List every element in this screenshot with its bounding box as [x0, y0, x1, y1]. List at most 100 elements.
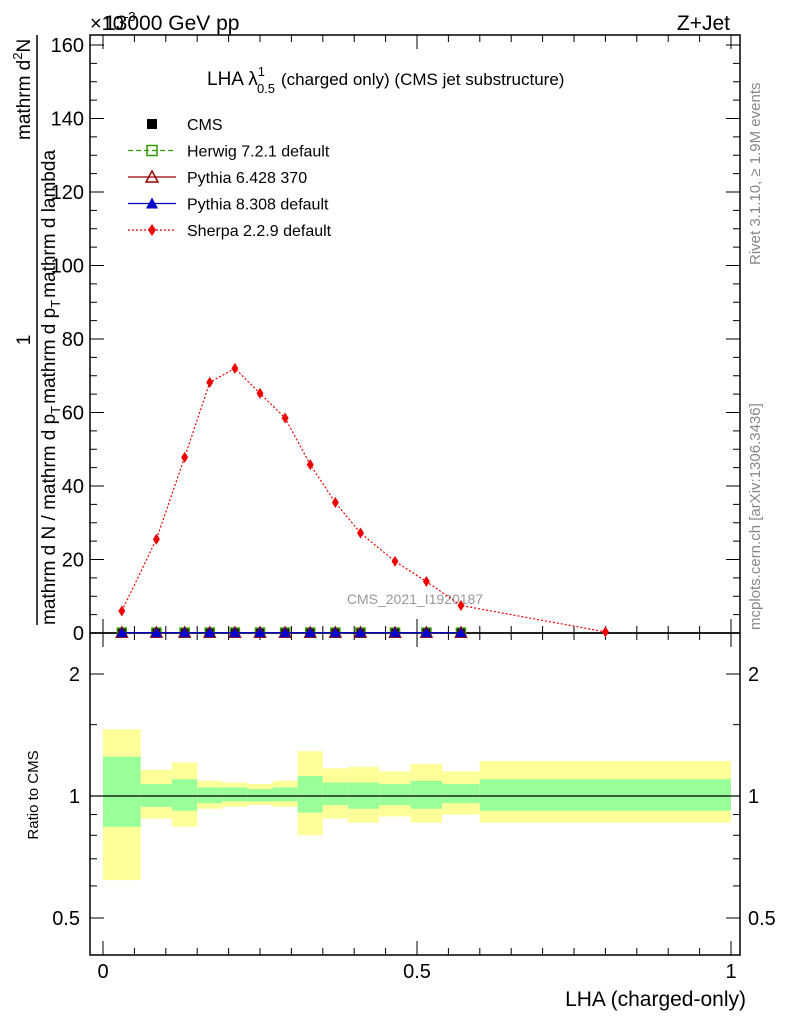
ratio-y-tick-label-right: 0.5 — [748, 908, 776, 930]
data-point — [422, 576, 430, 588]
legend: CMS Herwig 7.2.1 default Pythia 6.428 370 P… — [128, 117, 332, 240]
ratio-band-inner — [297, 776, 323, 813]
ylabel-den-text: mathrm d N / mathrm d p — [39, 414, 60, 625]
x-tick-label: 0 — [97, 961, 108, 983]
ylabel-num-sup: 2 — [10, 53, 25, 60]
side-label-bottom: mcplots.cern.ch [arXiv:1306.3436] — [747, 403, 764, 630]
y-tick-label: 100 — [51, 256, 84, 278]
watermark: CMS_2021_I1920187 — [347, 591, 483, 607]
ratio-band-inner — [103, 756, 141, 827]
plot-title-sub: 0.5 — [257, 81, 275, 96]
side-label-top: Rivet 3.1.10, ≥ 1.9M events — [747, 83, 764, 266]
data-point — [329, 627, 341, 638]
data-point — [306, 459, 314, 471]
y-tick-label: 0 — [73, 623, 84, 645]
data-point — [256, 387, 264, 399]
plot-title-sup: 1 — [258, 64, 265, 79]
ylabel-den-rest-sub: T — [48, 300, 63, 308]
ratio-ylabel: Ratio to CMS — [25, 750, 42, 839]
data-point — [206, 376, 214, 388]
ratio-y-tick-label-right: 1 — [748, 786, 759, 808]
y-tick-label: 140 — [51, 109, 84, 131]
data-point — [420, 627, 432, 638]
legend-marker — [144, 169, 160, 183]
x-tick-label: 0.5 — [403, 961, 431, 983]
ratio-band-inner — [442, 784, 480, 804]
ratio-band-inner — [410, 780, 443, 809]
ratio-band-inner — [479, 779, 731, 811]
legend-label: CMS — [187, 117, 223, 134]
legend-label: Pythia 6.428 370 — [187, 170, 307, 187]
series-layer — [115, 362, 609, 638]
ratio-band-inner — [197, 787, 223, 804]
data-point — [457, 599, 465, 611]
data-point — [231, 362, 239, 374]
data-point — [279, 627, 291, 638]
data-point — [281, 412, 289, 424]
ratio-bands — [90, 729, 740, 881]
ylabel-den-sub: T — [48, 406, 63, 414]
data-point — [601, 626, 609, 638]
legend-label: Pythia 8.308 default — [187, 197, 329, 214]
data-point — [152, 533, 160, 545]
y-exponent-power: -3 — [124, 9, 136, 24]
y-tick-label: 20 — [62, 550, 84, 572]
x-tick-label: 1 — [725, 961, 736, 983]
data-point — [204, 627, 216, 638]
series-sherpa-2-2-9-default — [118, 362, 609, 638]
data-point — [181, 451, 189, 463]
plot-title-rest: (charged only) (CMS jet substructure) — [281, 70, 564, 89]
data-point — [179, 627, 191, 638]
data-point — [304, 627, 316, 638]
legend-item-sherpa-2-2-9-default: Sherpa 2.2.9 default — [128, 223, 332, 240]
ratio-band-inner — [322, 782, 348, 806]
ylabel-denominator: mathrm d N / mathrm d pTmathrm d pTmathr… — [39, 150, 63, 625]
ratio-band-inner — [172, 779, 198, 811]
legend-marker — [146, 144, 158, 157]
ylabel-den-rest: mathrm d p — [39, 308, 60, 404]
y-exponent-base: ×10 — [90, 13, 124, 35]
main-axes: 0 20 40 60 80 100 120 140 160 — [51, 35, 740, 645]
data-point — [254, 627, 266, 638]
header-left: 13000 GeV pp — [104, 12, 239, 35]
series-pythia-8-308-default — [116, 627, 467, 638]
data-point — [356, 527, 364, 539]
ratio-band-inner — [272, 787, 298, 802]
ylabel-num-text: mathrm d — [14, 60, 35, 140]
data-point — [354, 627, 366, 638]
plot-title-main: LHA λ — [207, 69, 258, 90]
data-point — [389, 627, 401, 638]
ratio-band-inner — [379, 784, 411, 806]
x-axis-label: LHA (charged-only) — [565, 988, 746, 1011]
legend-marker — [148, 224, 156, 236]
ratio-axes: 0 0.5 1 0.5 0.5 1 1 2 2 — [52, 633, 776, 983]
data-point — [116, 627, 128, 638]
data-point — [118, 605, 126, 617]
data-point — [150, 627, 162, 638]
data-point — [455, 627, 467, 638]
legend-marker — [147, 119, 157, 129]
legend-item-herwig-7-2-1-default: Herwig 7.2.1 default — [128, 144, 330, 161]
ylabel-den-rest2: mathrm d lambda — [39, 150, 60, 298]
y-tick-label: 160 — [51, 35, 84, 57]
plot-title: LHA λ1 0.5 (charged only) (CMS jet substru… — [207, 64, 564, 96]
header-right: Z+Jet — [677, 12, 730, 35]
legend-label: Sherpa 2.2.9 default — [187, 223, 332, 240]
ratio-band-inner — [247, 789, 273, 802]
ratio-y-tick-label-right: 2 — [748, 664, 759, 686]
ratio-y-tick-label: 2 — [69, 664, 80, 686]
legend-item-cms: CMS — [147, 117, 223, 134]
y-tick-label: 40 — [62, 476, 84, 498]
y-tick-label: 120 — [51, 182, 84, 204]
legend-item-pythia-8-308-default: Pythia 8.308 default — [128, 197, 329, 214]
y-exponent: ×10-3 — [90, 9, 136, 35]
data-point — [391, 555, 399, 567]
data-point — [229, 627, 241, 638]
data-point — [331, 497, 339, 509]
ylabel-num-rest: N — [14, 39, 35, 53]
legend-label: Herwig 7.2.1 default — [187, 144, 330, 161]
ratio-y-tick-label: 0.5 — [52, 908, 80, 930]
legend-item-pythia-6-428-370: Pythia 6.428 370 — [128, 169, 307, 187]
main-ylabel: 1 mathrm d N / mathrm d pTmathrm d pTmat… — [10, 35, 63, 625]
